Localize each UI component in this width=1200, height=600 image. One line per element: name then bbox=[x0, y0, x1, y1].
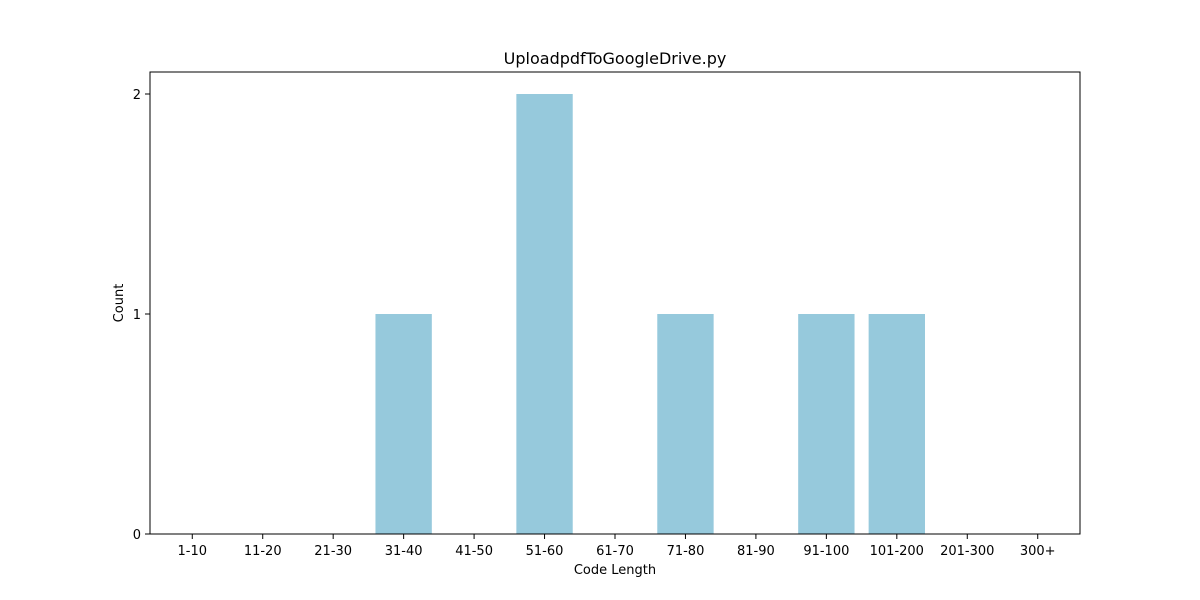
bar-31-40 bbox=[375, 314, 432, 534]
x-tick-label: 1-10 bbox=[178, 544, 208, 559]
x-tick-label: 201-300 bbox=[940, 544, 994, 559]
x-tick-label: 61-70 bbox=[596, 544, 634, 559]
y-axis-ticks: 0 1 2 bbox=[133, 88, 150, 543]
y-tick-label: 0 bbox=[133, 528, 141, 543]
x-tick-label: 81-90 bbox=[737, 544, 775, 559]
x-tick-label: 300+ bbox=[1020, 544, 1056, 559]
bar-71-80 bbox=[657, 314, 714, 534]
x-tick-label: 11-20 bbox=[244, 544, 282, 559]
x-tick-label: 31-40 bbox=[385, 544, 423, 559]
x-tick-label: 91-100 bbox=[803, 544, 849, 559]
bars-layer bbox=[375, 94, 925, 534]
x-tick-label: 101-200 bbox=[870, 544, 924, 559]
y-tick-label: 2 bbox=[133, 88, 141, 103]
y-tick-label: 1 bbox=[133, 308, 141, 323]
x-tick-label: 21-30 bbox=[314, 544, 352, 559]
x-axis-ticks: 1-10 11-20 21-30 31-40 41-50 51-60 61-70 71-80 8… bbox=[178, 534, 1056, 559]
x-axis-label: Code Length bbox=[574, 563, 656, 578]
chart-title: UploadpdfToGoogleDrive.py bbox=[504, 49, 727, 68]
x-tick-label: 41-50 bbox=[455, 544, 493, 559]
y-axis-label: Count bbox=[112, 284, 127, 323]
x-tick-label: 71-80 bbox=[667, 544, 705, 559]
bar-101-200 bbox=[868, 314, 925, 534]
x-tick-label: 51-60 bbox=[526, 544, 564, 559]
bar-51-60 bbox=[516, 94, 573, 534]
bar-91-100 bbox=[798, 314, 855, 534]
plot-frame bbox=[149, 71, 1081, 535]
